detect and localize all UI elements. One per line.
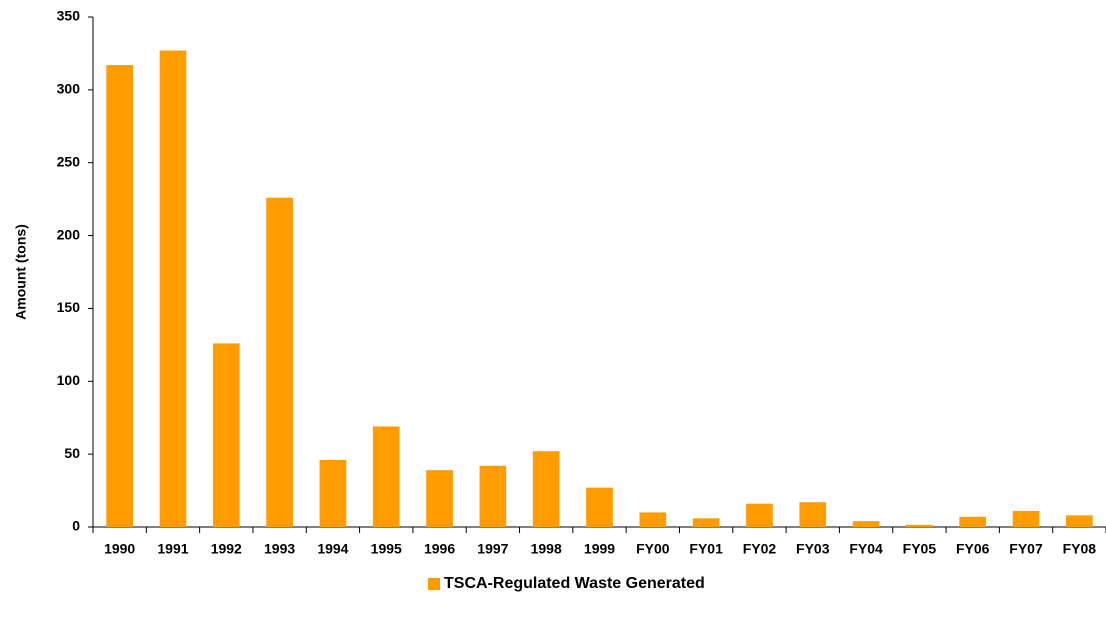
x-tick-label: 1996: [424, 541, 455, 557]
x-tick-label: 1998: [531, 541, 562, 557]
bar: [1066, 515, 1093, 527]
x-tick-label: 1991: [157, 541, 188, 557]
y-tick-label: 250: [57, 153, 81, 169]
bar: [959, 516, 987, 527]
x-tick-label: FY05: [903, 541, 937, 557]
bar: [266, 197, 293, 527]
bar: [586, 487, 613, 527]
x-tick-label: FY01: [689, 541, 723, 557]
x-tick-label: FY08: [1063, 541, 1097, 557]
bar: [372, 426, 400, 527]
bar: [426, 470, 453, 527]
bar: [212, 343, 240, 527]
bar: [852, 521, 880, 527]
bar: [319, 459, 347, 527]
bar: [532, 451, 560, 527]
legend-swatch: [428, 578, 440, 590]
bar: [799, 502, 827, 527]
bar: [639, 512, 667, 527]
y-tick-label: 0: [72, 518, 80, 534]
x-tick-label: FY02: [743, 541, 777, 557]
x-tick-label: FY04: [849, 541, 883, 557]
x-tick-label: 1990: [104, 541, 135, 557]
y-axis-title: Amount (tons): [13, 224, 29, 320]
legend-label: TSCA-Regulated Waste Generated: [444, 575, 705, 592]
bar: [106, 65, 133, 527]
x-tick-label: FY07: [1009, 541, 1043, 557]
bar: [1012, 510, 1040, 527]
y-tick-label: 150: [57, 299, 81, 315]
x-tick-label: 1995: [371, 541, 402, 557]
x-tick-label: 1999: [584, 541, 615, 557]
bar: [746, 503, 773, 527]
x-tick-label: FY06: [956, 541, 990, 557]
x-tick-label: FY00: [636, 541, 670, 557]
bar: [479, 465, 507, 527]
x-tick-label: 1997: [477, 541, 508, 557]
y-tick-label: 100: [57, 372, 81, 388]
x-tick-label: FY03: [796, 541, 830, 557]
bar: [159, 50, 187, 528]
y-tick-label: 200: [57, 226, 81, 242]
x-tick-label: 1994: [317, 541, 348, 557]
bar: [692, 518, 720, 527]
y-tick-label: 300: [57, 81, 81, 97]
y-tick-label: 50: [64, 445, 80, 461]
bar: [906, 524, 933, 527]
x-tick-label: 1993: [264, 541, 295, 557]
y-tick-label: 350: [57, 8, 81, 24]
x-tick-label: 1992: [211, 541, 242, 557]
